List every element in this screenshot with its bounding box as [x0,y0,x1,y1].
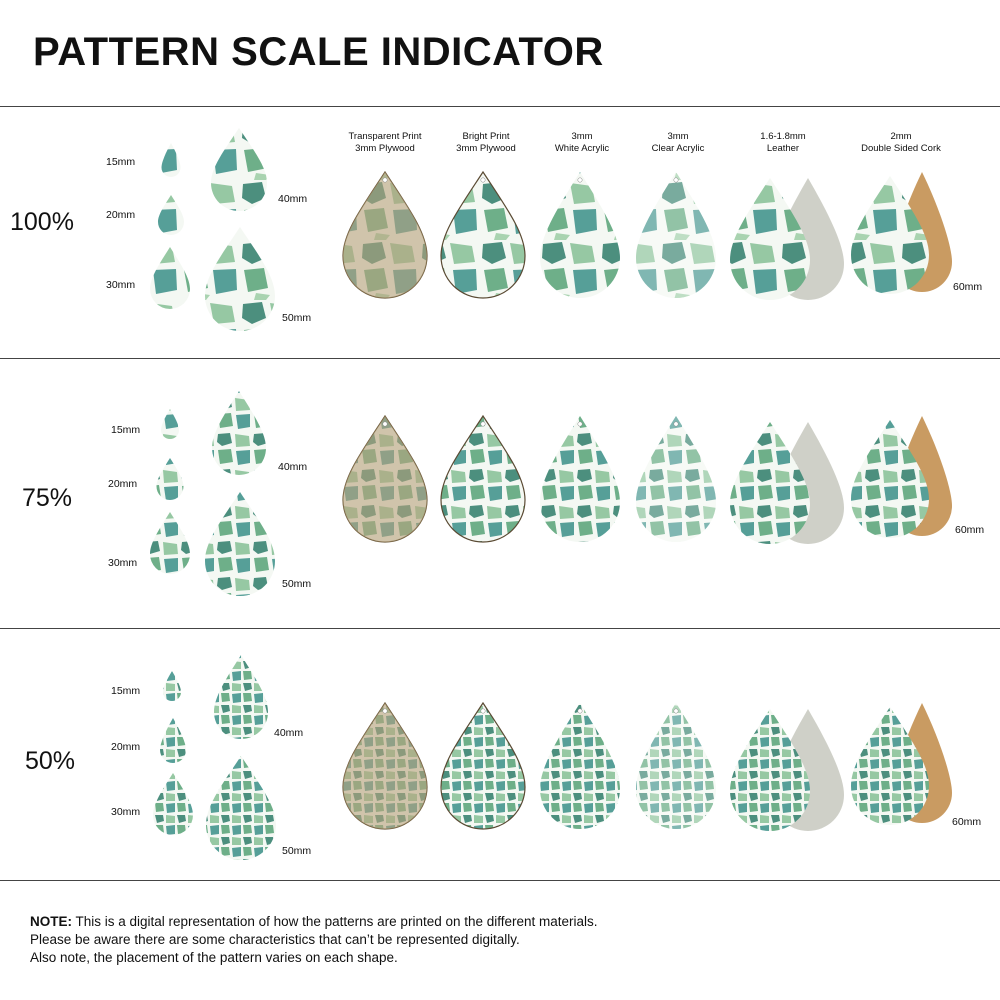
size-label-40mm: 40mm [278,193,308,205]
scale-label-75: 75% [22,484,73,512]
size-label-40mm: 40mm [278,461,308,473]
page-title: PATTERN SCALE INDICATOR [33,30,604,74]
size-sample-drop [153,773,193,835]
size-label-50mm: 50mm [282,845,312,857]
size-label-20mm: 20mm [111,741,141,753]
transparent-plywood-sample [342,701,428,830]
footer-note: NOTE: This is a digital representation o… [30,913,598,967]
transparent-plywood-sample [342,170,428,299]
note-line-3: Also note, the placement of the pattern … [30,950,398,965]
size-sample-drop [156,458,184,500]
scale-label-50: 50% [25,747,76,775]
size-sample-drop [160,718,186,763]
cork-front-sample [851,420,929,538]
size-sample-drop [161,143,181,177]
column-header-white-acrylic: 3mm White Acrylic [554,131,610,154]
size-label-50mm: 50mm [282,578,312,590]
size-label-60mm: 60mm [952,816,982,828]
size-label-50mm: 50mm [282,312,312,324]
size-label-30mm: 30mm [111,806,141,818]
white-acrylic-sample [540,172,620,298]
divider-1 [0,358,1000,359]
size-sample-drop [163,671,181,701]
size-label-60mm: 60mm [953,281,983,293]
clear-acrylic-sample [636,416,716,542]
size-sample-drop [214,655,268,739]
size-sample-drop [205,227,275,331]
size-sample-drop [212,391,266,475]
column-header-clear-acrylic: 3mm Clear Acrylic [651,131,705,154]
leather-front-sample [730,709,810,831]
size-label-30mm: 30mm [108,557,138,569]
scale-label-100: 100% [10,208,74,236]
cork-front-sample [851,707,929,825]
size-sample-drop [158,195,184,235]
size-sample-drop [161,409,179,439]
size-sample-drop [211,128,267,211]
cork-front-sample [851,176,929,294]
leather-front-sample [730,422,810,544]
size-label-20mm: 20mm [108,478,138,490]
size-label-60mm: 60mm [955,524,985,536]
bright-plywood-sample [440,701,526,830]
size-label-30mm: 30mm [106,279,136,291]
note-label: NOTE: [30,914,72,929]
column-header-bright-plywood: Bright Print 3mm Plywood [456,131,516,154]
size-label-40mm: 40mm [274,727,304,739]
size-label-15mm: 15mm [111,424,141,436]
bright-plywood-sample [440,414,526,543]
note-line-1: This is a digital representation of how … [72,914,598,929]
size-sample-drop [205,492,275,596]
divider-top [0,106,1000,107]
white-acrylic-sample [540,416,620,542]
size-sample-drop [150,512,190,574]
divider-bottom [0,880,1000,881]
size-label-15mm: 15mm [106,156,136,168]
size-label-15mm: 15mm [111,685,141,697]
leather-front-sample [730,178,810,300]
size-sample-drop [150,247,190,309]
note-line-2: Please be aware there are some character… [30,932,520,947]
column-header-leather: 1.6-1.8mm Leather [760,131,806,154]
bright-plywood-sample [440,170,526,299]
white-acrylic-sample [540,703,620,829]
transparent-plywood-sample [342,414,428,543]
clear-acrylic-sample [636,703,716,829]
clear-acrylic-sample [636,172,716,298]
column-header-transparent-plywood: Transparent Print 3mm Plywood [348,131,422,154]
divider-2 [0,628,1000,629]
column-header-cork: 2mm Double Sided Cork [861,131,941,154]
size-label-20mm: 20mm [106,209,136,221]
size-sample-drop [206,756,276,860]
